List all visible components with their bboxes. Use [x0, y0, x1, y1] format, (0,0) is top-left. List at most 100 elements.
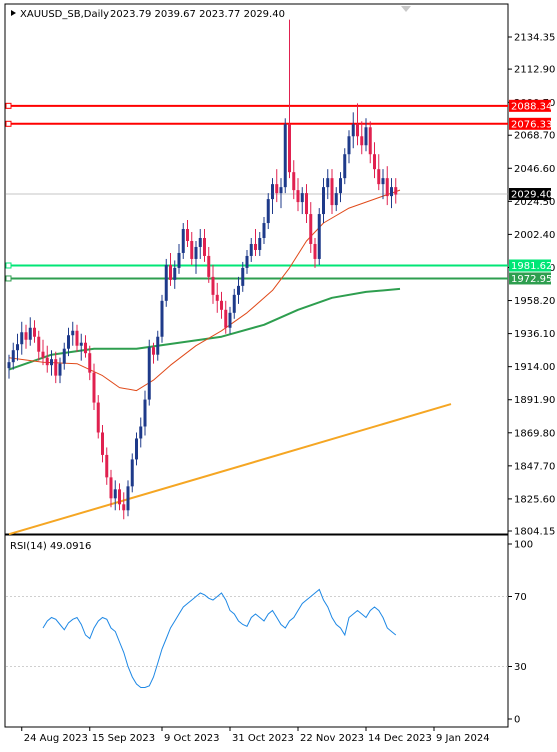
price-pane[interactable] [4, 3, 509, 535]
candle-body [220, 300, 223, 310]
trendline-layer[interactable] [8, 403, 452, 536]
candles-layer [7, 19, 398, 520]
candle-body [232, 294, 236, 313]
candle-body [254, 243, 257, 250]
candle-body [351, 124, 355, 137]
candle-body [368, 127, 372, 155]
price-tick-label: 2112.90 [514, 65, 555, 76]
date-tick-label: 15 Sep 2023 [92, 733, 155, 744]
candle-body [7, 362, 11, 369]
candle-body [96, 402, 100, 433]
candle-body [241, 267, 245, 286]
current-price-tag-label: 2029.40 [511, 190, 552, 201]
price-level-tag-label: 1981.62 [511, 261, 552, 272]
ohlc-readout: 2023.79 2039.67 2023.77 2029.40 [110, 9, 285, 20]
candle-body [262, 223, 266, 238]
support-trendline [8, 403, 452, 536]
price-tick-label: 1936.10 [514, 329, 555, 340]
current-price-tag [509, 188, 551, 201]
candle-body [360, 136, 364, 146]
price-tick-label: 1891.90 [514, 395, 555, 406]
candle-body [390, 187, 393, 197]
candle-body [122, 504, 126, 511]
candle-body [279, 187, 283, 194]
horizontal-lines-layer[interactable] [5, 102, 508, 282]
price-tick-label: 1958.20 [514, 296, 555, 307]
candle-body [105, 454, 109, 478]
candle-body [24, 332, 28, 340]
candle-body [147, 347, 151, 400]
candle-body [28, 327, 32, 340]
candle-body [237, 285, 240, 295]
candle-body [118, 489, 121, 505]
candle-body [71, 330, 75, 336]
candle-body [173, 267, 177, 280]
candle-body [394, 187, 398, 195]
candle-body [20, 332, 24, 345]
candle-body [381, 178, 385, 185]
price-level-tag [509, 99, 551, 112]
rsi-tick-label: 100 [514, 540, 533, 551]
candle-body [37, 336, 41, 352]
candle-body [41, 351, 45, 358]
date-tick-label: 24 Aug 2023 [24, 733, 88, 744]
candle-body [45, 357, 49, 366]
candle-body [330, 178, 334, 206]
price-level-tag [509, 259, 551, 272]
candle-body [288, 124, 291, 173]
candle-body [339, 178, 342, 194]
candle-body [343, 154, 347, 179]
date-tick-label: 9 Jan 2024 [436, 733, 490, 744]
candle-body [160, 300, 164, 337]
candle-body [79, 342, 83, 346]
candle-body [84, 342, 87, 354]
date-tick-label: 22 Nov 2023 [300, 733, 364, 744]
date-tick-label: 31 Oct 2023 [232, 733, 294, 744]
candle-body [181, 229, 185, 253]
line-anchor-handle [5, 262, 12, 269]
candle-body [62, 348, 66, 364]
rsi-tick-label: 70 [514, 592, 527, 603]
candle-body [101, 432, 104, 455]
candle-body [198, 237, 202, 247]
candle-body [16, 344, 19, 351]
candle-body [88, 353, 92, 373]
candle-body [177, 252, 181, 268]
price-level-tag [509, 117, 551, 130]
candle-body [143, 399, 147, 427]
candle-body [305, 193, 308, 215]
candle-body [58, 363, 62, 376]
candle-body [322, 187, 325, 215]
candle-body [228, 312, 232, 328]
price-tick-label: 2002.40 [514, 230, 555, 241]
candle-body [11, 350, 15, 363]
line-anchor-handle [5, 102, 12, 109]
candle-body [139, 426, 143, 439]
price-tick-label: 2024.50 [514, 197, 555, 208]
candle-body [211, 276, 215, 295]
line-anchor-handle [5, 120, 12, 127]
chart-shift-marker-icon[interactable] [401, 6, 411, 12]
candle-body [266, 199, 270, 224]
candle-body [113, 489, 117, 499]
rsi-layer: 100 70 30 0 [6, 540, 533, 726]
date-tick-label: 9 Oct 2023 [164, 733, 219, 744]
candle-body [347, 136, 351, 155]
candle-body [313, 243, 317, 259]
candle-body [356, 124, 359, 137]
candle-body [190, 240, 194, 259]
candle-body [215, 294, 219, 301]
candle-body [156, 336, 160, 355]
line-anchor-handle [5, 275, 12, 282]
candle-body [373, 154, 376, 170]
candle-body [275, 184, 279, 194]
date-tick-label: 14 Dec 2023 [368, 733, 432, 744]
candle-body [326, 178, 330, 188]
candle-body [300, 193, 304, 203]
candle-body [292, 172, 296, 191]
rsi-line [42, 588, 397, 688]
rsi-pane[interactable] [4, 534, 509, 728]
price-tick-label: 1869.80 [514, 428, 555, 439]
price-tick-label: 1825.60 [514, 494, 555, 505]
